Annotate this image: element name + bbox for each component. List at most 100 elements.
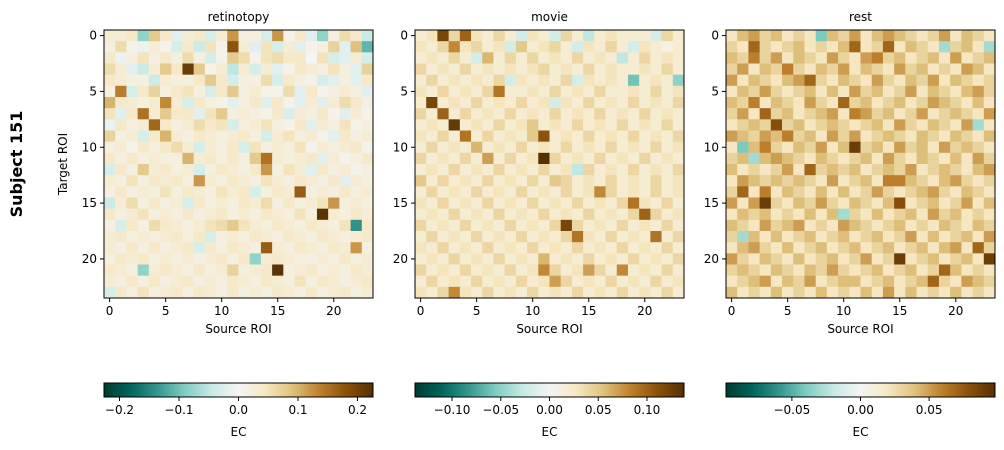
heatmap-cell [583,74,595,87]
heatmap-cell [927,97,940,109]
heatmap-cell [238,164,251,176]
heatmap-cell [115,208,127,221]
heatmap-cell [639,108,651,120]
heatmap-cell [737,286,749,299]
heatmap-cell [804,30,817,42]
heatmap-cell [283,164,295,176]
heatmap-cell [950,41,962,53]
heatmap-cell [238,141,251,154]
colorbar-segment [446,383,450,397]
heatmap-cell [504,119,517,131]
heatmap-cell [316,30,329,42]
heatmap-cell [515,164,528,176]
colorbar-segment [193,383,197,397]
colorbar-segment [144,383,147,397]
heatmap-cell [793,85,805,98]
heatmap-cell [804,63,817,76]
x-tick-label: 5 [473,304,481,318]
colorbar-segment [921,383,924,397]
heatmap-cell [650,63,662,76]
heatmap-cell [148,231,161,243]
heatmap-cell [938,219,951,232]
colorbar-segment [421,383,425,397]
heatmap-cell [650,164,662,176]
heatmap-cell [972,41,985,53]
colorbar-segment [811,383,814,397]
heatmap-cell [927,219,940,232]
heatmap-cell [471,253,483,265]
heatmap-cell [459,141,472,154]
colorbar-segment [202,383,206,397]
colorbar-segment [352,383,356,397]
colorbar-segment [146,383,150,397]
heatmap-cell [305,242,318,254]
heatmap-cell [972,85,985,98]
heatmap-cell [916,152,929,165]
heatmap-cell [927,52,940,64]
colorbar-segment [488,383,492,397]
heatmap-cell [339,208,351,221]
colorbar-segment [630,383,633,397]
colorbar-segment [743,383,747,397]
heatmap-cell [504,219,517,232]
heatmap-cell [294,30,307,42]
colorbar-segment [954,383,958,397]
x-axis-label: Source ROI [205,322,271,336]
heatmap-cell [227,208,239,221]
heatmap-cell [126,97,139,109]
heatmap-cell [361,275,374,288]
heatmap-cell [661,286,674,299]
heatmap-cell [249,186,262,198]
colorbar-segment [820,383,823,397]
heatmap-cell [471,152,483,165]
heatmap-cell [849,63,861,76]
heatmap-cell [361,97,374,109]
heatmap-cell [515,219,528,232]
heatmap-cell [471,141,483,154]
colorbar-segment [468,383,472,397]
heatmap-cell [882,275,895,288]
heatmap-cell [249,152,262,165]
heatmap-cell [361,152,374,165]
heatmap-cell [748,108,761,120]
heatmap-cell [182,186,195,198]
colorbar-segment [788,383,792,397]
heatmap-cell [350,85,363,98]
heatmap-cell [983,286,996,299]
colorbar-tick-label: 0.05 [585,403,612,417]
heatmap-cell [361,52,374,64]
heatmap-cell [193,152,206,165]
heatmap-cell [938,141,951,154]
heatmap-cell [605,175,618,187]
heatmap-cell [804,219,817,232]
x-axis-label: Source ROI [827,322,893,336]
heatmap-cell [193,63,206,76]
heatmap-cell [938,164,951,176]
heatmap-cell [860,74,873,87]
heatmap-cell [272,208,284,221]
heatmap-cell [115,175,127,187]
heatmap-cell [972,186,985,198]
heatmap-cell [471,286,483,299]
heatmap-cell [527,141,539,154]
heatmap-cell [283,74,295,87]
heatmap-cell [972,242,985,254]
heatmap-cell [294,275,307,288]
heatmap-cell [538,74,550,87]
heatmap-cell [737,108,749,120]
heatmap-cell [894,264,906,277]
heatmap-cell [737,164,749,176]
heatmap-cell [616,63,629,76]
heatmap-cell [415,41,427,53]
heatmap-cell [126,264,139,277]
heatmap-cell [838,63,850,76]
heatmap-cell [882,286,895,299]
colorbar-segment [220,383,224,397]
heatmap-cell [661,97,674,109]
heatmap-cell [950,141,962,154]
heatmap-cell [339,152,351,165]
heatmap-cell [860,208,873,221]
heatmap-cell [249,164,262,176]
heatmap-cell [916,85,929,98]
